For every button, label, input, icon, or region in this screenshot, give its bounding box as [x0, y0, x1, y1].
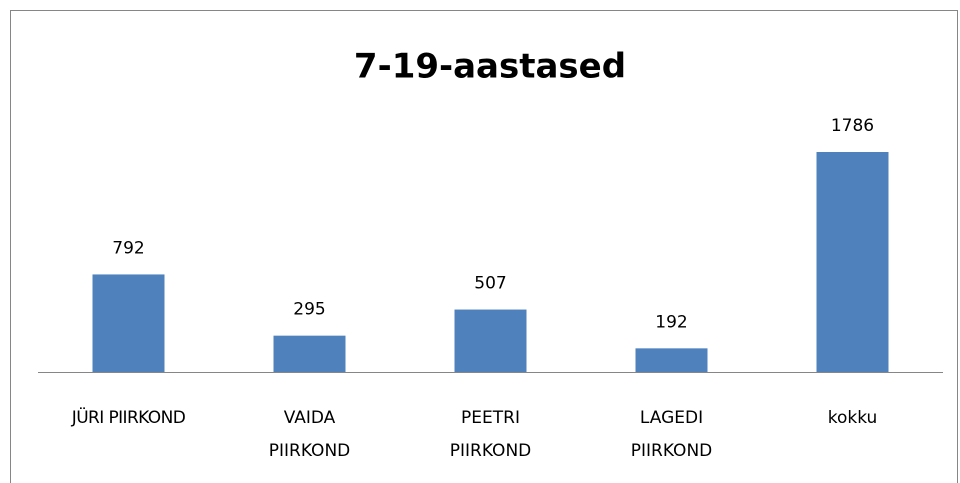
data-label: 295	[293, 300, 325, 320]
bar	[816, 152, 889, 372]
data-label: 1786	[831, 116, 874, 136]
x-tick-label: JÜRI PIIRKOND	[71, 408, 186, 428]
x-tick-label: kokku	[827, 408, 878, 428]
chart-border	[10, 10, 958, 483]
x-tick-label: PEETRI PIIRKOND	[449, 408, 532, 461]
chart-title: 7-19-aastased	[354, 47, 626, 87]
bar	[454, 309, 527, 372]
bar	[635, 348, 708, 372]
bar	[92, 274, 165, 372]
data-label: 507	[474, 274, 506, 294]
data-label: 192	[655, 312, 687, 332]
bar	[273, 335, 346, 372]
data-label: 792	[112, 238, 144, 258]
x-tick-label: VAIDA PIIRKOND	[268, 408, 351, 461]
x-tick-label: LAGEDI PIIRKOND	[630, 408, 713, 461]
